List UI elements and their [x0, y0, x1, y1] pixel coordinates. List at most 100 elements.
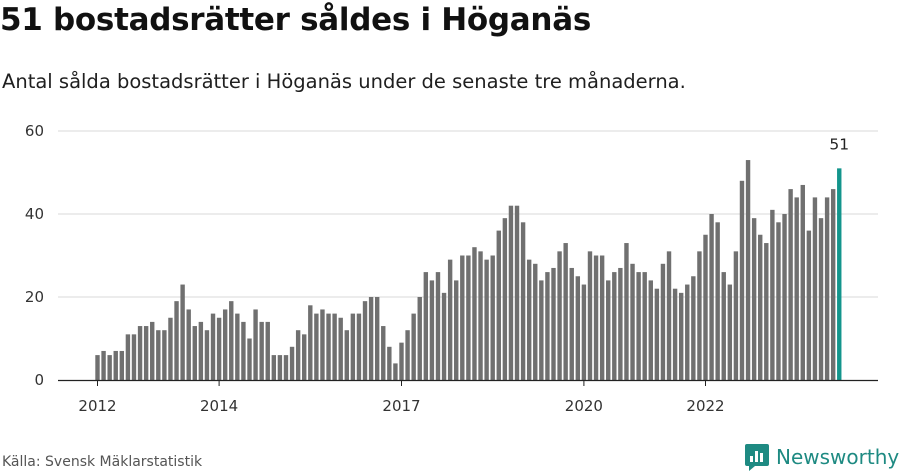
bar: [235, 313, 240, 380]
bar: [429, 280, 435, 380]
bar: [156, 330, 161, 380]
bar: [520, 222, 526, 380]
bar: [113, 350, 118, 380]
bar: [326, 313, 331, 380]
bar: [697, 251, 702, 380]
bar: [137, 326, 143, 380]
bar: [399, 342, 404, 380]
bar: [222, 309, 228, 380]
bar: [721, 272, 726, 380]
highlight-value-label: 51: [829, 135, 849, 153]
bar: [174, 301, 179, 380]
x-tick-label: 2014: [200, 397, 238, 415]
bar: [660, 263, 666, 380]
bar: [125, 334, 131, 380]
bar: [216, 317, 222, 380]
bar: [229, 301, 234, 380]
bar: [447, 259, 453, 380]
bar: [824, 197, 830, 380]
bar: [514, 205, 520, 380]
bar: [764, 243, 769, 380]
bar: [636, 272, 641, 380]
bar: [387, 346, 392, 380]
y-tick-label: 40: [25, 205, 44, 223]
bar: [277, 355, 283, 380]
bar: [198, 321, 204, 380]
bar: [618, 267, 623, 380]
bar: [101, 350, 106, 380]
bar: [606, 280, 611, 380]
bar: [393, 363, 398, 380]
bar: [739, 180, 745, 380]
bar: [575, 276, 581, 380]
bar: [338, 317, 343, 380]
bar: [180, 284, 185, 380]
page-title: 51 bostadsrätter såldes i Höganäs: [0, 2, 591, 38]
source-note: Källa: Svensk Mäklarstatistik: [2, 454, 203, 470]
bar: [314, 313, 319, 380]
x-tick-label: 2020: [565, 397, 603, 415]
bar: [466, 255, 471, 380]
bar: [417, 297, 422, 380]
bar: [776, 222, 781, 380]
bar: [666, 251, 672, 380]
bar: [551, 267, 556, 380]
bar: [654, 288, 660, 380]
bar: [247, 338, 252, 380]
bar-highlight: [837, 168, 842, 380]
bar: [624, 243, 629, 380]
brand-logo: Newsworthy: [744, 440, 899, 474]
bar: [812, 197, 818, 380]
y-tick-label: 0: [34, 371, 44, 389]
y-tick-label: 60: [25, 122, 44, 140]
bar: [478, 251, 483, 380]
bar: [770, 209, 775, 380]
bar: [830, 189, 836, 380]
bar: [526, 259, 532, 380]
bar: [727, 284, 733, 380]
bar: [642, 272, 647, 380]
bar: [490, 255, 495, 380]
bar: [484, 259, 489, 380]
bar: [362, 301, 368, 380]
bar: [678, 292, 684, 380]
bar: [435, 272, 441, 380]
bar: [788, 189, 793, 380]
bar: [295, 330, 301, 380]
page-subtitle: Antal sålda bostadsrätter i Höganäs unde…: [2, 70, 686, 93]
bar: [150, 321, 155, 380]
bar: [259, 321, 264, 380]
bar: [557, 251, 562, 380]
bar: [162, 330, 167, 380]
y-tick-label: 20: [25, 288, 44, 306]
bar: [685, 284, 690, 380]
x-axis-ticks: 2012 2014 2017 2020 2022: [78, 380, 725, 415]
x-tick-label: 2017: [382, 397, 420, 415]
bar: [818, 218, 824, 380]
bar: [630, 263, 635, 380]
bar: [599, 255, 605, 380]
bar: [381, 326, 386, 380]
bar: [204, 330, 210, 380]
bar: [472, 247, 477, 380]
bar: [533, 263, 538, 380]
bar: [703, 234, 708, 380]
bar: [587, 251, 593, 380]
bar: [168, 317, 173, 380]
bar: [441, 292, 447, 380]
bar: [302, 334, 307, 380]
bar: [460, 255, 465, 380]
bar: [423, 272, 429, 380]
bar: [119, 350, 125, 380]
bar: [454, 280, 459, 380]
bar: [405, 330, 410, 380]
bar: [143, 326, 149, 380]
bar: [131, 334, 137, 380]
y-axis-ticks: 0 20 40 60: [25, 122, 44, 389]
bar: [344, 330, 349, 380]
bar: [356, 313, 362, 380]
bar: [210, 313, 216, 380]
bar: [265, 321, 270, 380]
bar: [539, 280, 544, 380]
